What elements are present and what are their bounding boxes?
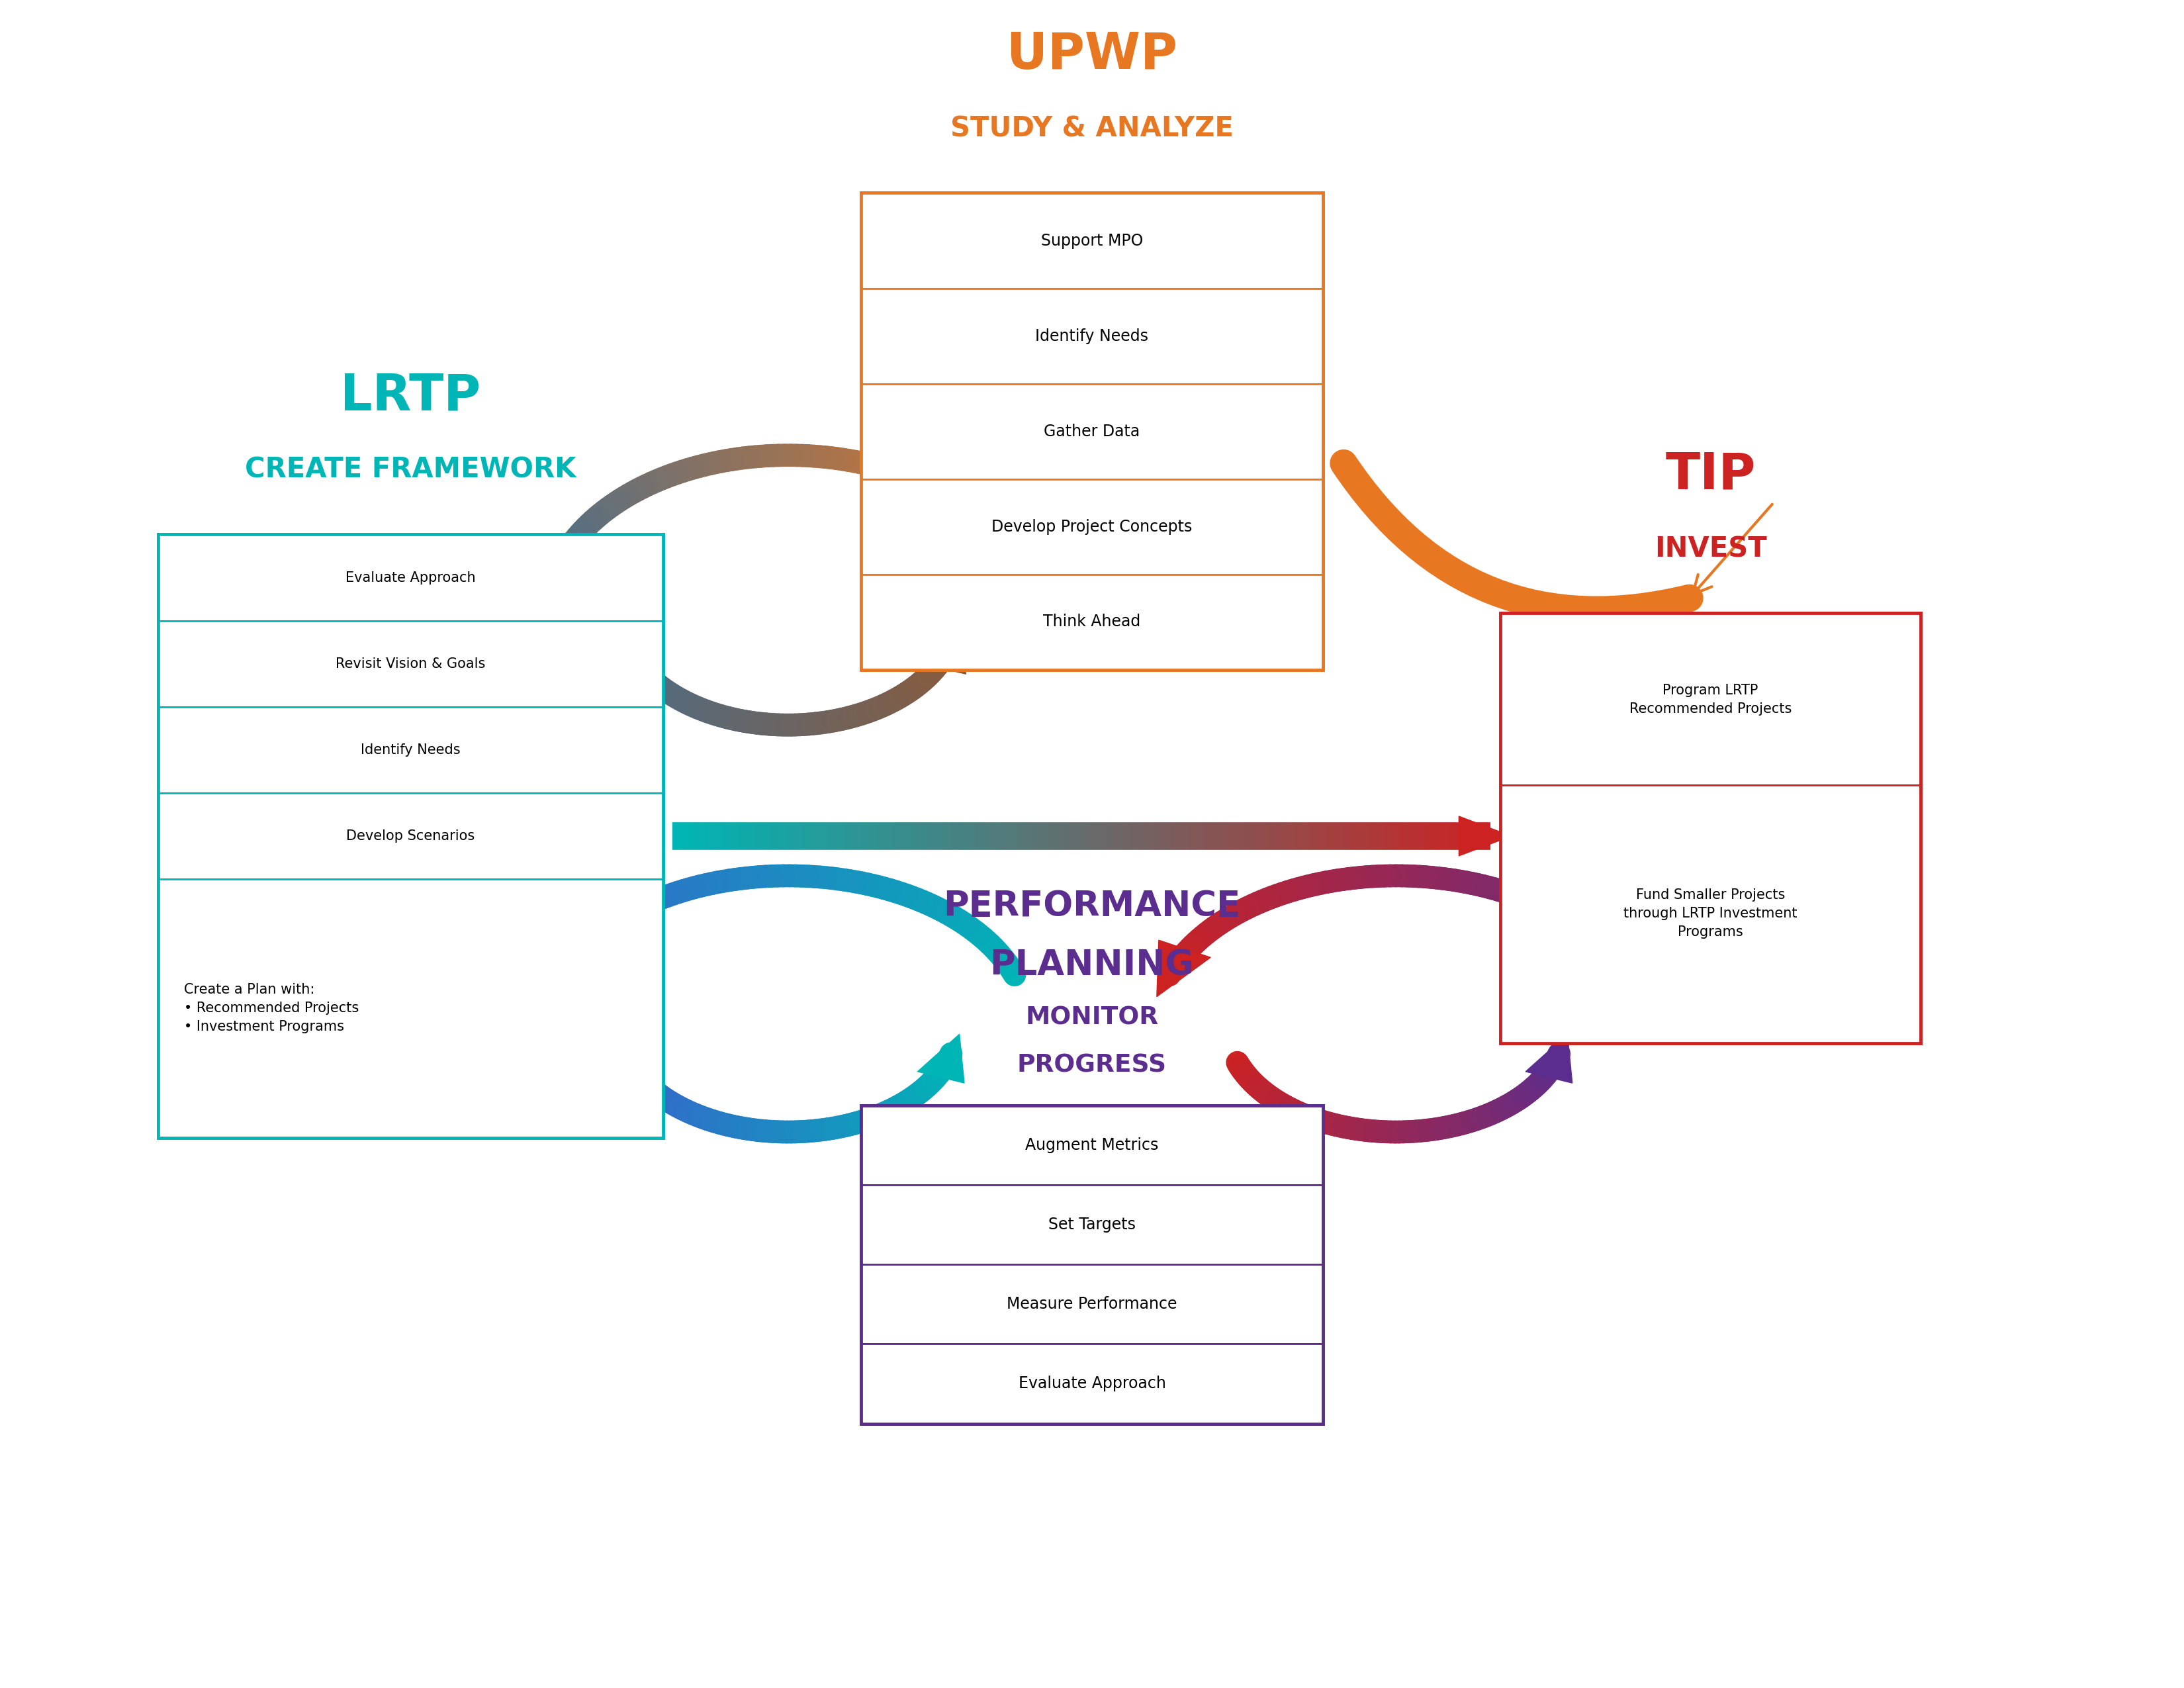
Text: MONITOR: MONITOR — [1026, 1006, 1158, 1030]
Text: PERFORMANCE: PERFORMANCE — [943, 890, 1241, 923]
FancyBboxPatch shape — [860, 194, 1324, 670]
Text: PROGRESS: PROGRESS — [1018, 1053, 1166, 1077]
FancyBboxPatch shape — [860, 289, 1324, 383]
Text: Set Targets: Set Targets — [1048, 1217, 1136, 1232]
Text: Measure Performance: Measure Performance — [1007, 1296, 1177, 1312]
FancyBboxPatch shape — [159, 707, 662, 793]
Text: Gather Data: Gather Data — [1044, 424, 1140, 439]
FancyBboxPatch shape — [159, 793, 662, 879]
Text: Augment Metrics: Augment Metrics — [1024, 1138, 1160, 1153]
Polygon shape — [917, 1035, 965, 1084]
Text: UPWP: UPWP — [1007, 30, 1177, 79]
FancyBboxPatch shape — [159, 535, 662, 621]
FancyBboxPatch shape — [860, 1106, 1324, 1423]
Text: Program LRTP
Recommended Projects: Program LRTP Recommended Projects — [1629, 684, 1791, 716]
FancyBboxPatch shape — [159, 879, 662, 1138]
Text: Evaluate Approach: Evaluate Approach — [345, 571, 476, 584]
Text: INVEST: INVEST — [1653, 535, 1767, 564]
Polygon shape — [537, 537, 596, 598]
Text: CREATE FRAMEWORK: CREATE FRAMEWORK — [245, 456, 577, 484]
Text: STUDY & ANALYZE: STUDY & ANALYZE — [950, 115, 1234, 143]
Text: Revisit Vision & Goals: Revisit Vision & Goals — [336, 657, 485, 670]
FancyBboxPatch shape — [159, 621, 662, 707]
FancyBboxPatch shape — [860, 194, 1324, 289]
Text: TIP: TIP — [1666, 451, 1756, 500]
Polygon shape — [1527, 1035, 1572, 1084]
Text: Identify Needs: Identify Needs — [1035, 327, 1149, 344]
Text: Think Ahead: Think Ahead — [1044, 614, 1140, 630]
FancyBboxPatch shape — [860, 1185, 1324, 1264]
FancyBboxPatch shape — [1500, 614, 1920, 785]
Text: Develop Scenarios: Develop Scenarios — [347, 829, 474, 842]
Text: Evaluate Approach: Evaluate Approach — [1018, 1376, 1166, 1391]
Polygon shape — [1158, 940, 1210, 996]
Text: Identify Needs: Identify Needs — [360, 743, 461, 756]
Polygon shape — [1459, 817, 1511, 856]
Text: LRTP: LRTP — [341, 371, 480, 420]
Text: Fund Smaller Projects
through LRTP Investment
Programs: Fund Smaller Projects through LRTP Inves… — [1623, 888, 1797, 939]
FancyBboxPatch shape — [860, 574, 1324, 670]
FancyBboxPatch shape — [860, 479, 1324, 574]
FancyBboxPatch shape — [159, 535, 662, 1138]
FancyBboxPatch shape — [860, 383, 1324, 479]
Polygon shape — [539, 954, 594, 1009]
FancyBboxPatch shape — [860, 1344, 1324, 1423]
Text: Develop Project Concepts: Develop Project Concepts — [992, 518, 1192, 535]
Text: PLANNING: PLANNING — [989, 947, 1195, 982]
FancyBboxPatch shape — [860, 1106, 1324, 1185]
Text: Create a Plan with:
• Recommended Projects
• Investment Programs: Create a Plan with: • Recommended Projec… — [183, 982, 358, 1033]
FancyBboxPatch shape — [1500, 785, 1920, 1041]
Text: Support MPO: Support MPO — [1042, 233, 1142, 250]
Polygon shape — [915, 621, 965, 674]
FancyBboxPatch shape — [1500, 614, 1920, 1041]
FancyBboxPatch shape — [860, 1264, 1324, 1344]
